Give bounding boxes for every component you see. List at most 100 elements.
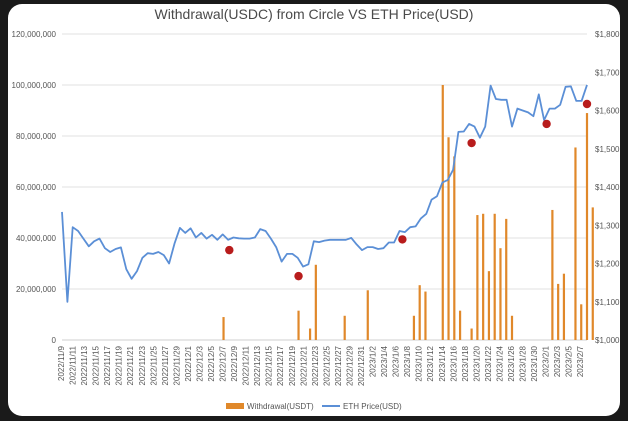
x-tick-label: 2022/11/11 [69, 345, 78, 384]
y-right-tick-label: $1,700 [595, 68, 620, 77]
x-tick-label: 2023/1/6 [392, 345, 401, 377]
highlight-marker [398, 235, 407, 244]
x-tick-label: 2022/11/19 [115, 345, 124, 385]
withdrawal-bar [591, 207, 594, 340]
withdrawal-bar [308, 328, 312, 340]
x-tick-label: 2022/12/5 [207, 345, 216, 381]
x-tick-label: 2023/2/1 [542, 345, 551, 377]
y-left-tick-label: 40,000,000 [16, 234, 57, 243]
withdrawal-bar [487, 271, 491, 340]
x-tick-label: 2022/11/9 [57, 345, 66, 381]
eth-price-polyline [61, 84, 588, 303]
withdrawal-bar [580, 304, 583, 340]
withdrawal-bar [297, 310, 300, 340]
x-tick-label: 2023/1/14 [438, 345, 447, 381]
legend-label-eth: ETH Price(USD) [343, 402, 402, 411]
highlight-marker [582, 99, 592, 109]
withdrawal-bar [470, 328, 473, 340]
y-left-tick-label: 120,000,000 [12, 30, 57, 39]
withdrawal-bar [585, 113, 589, 340]
x-tick-label: 2022/11/15 [92, 345, 101, 385]
x-tick-label: 2022/12/13 [253, 345, 262, 386]
withdrawal-bar [574, 147, 577, 340]
x-tick-label: 2022/12/17 [276, 345, 285, 386]
x-tick-label: 2023/1/30 [530, 345, 539, 381]
y-right-tick-label: $1,100 [595, 298, 620, 307]
y-left-tick-label: 0 [52, 336, 57, 345]
x-tick-label: 2023/2/5 [565, 345, 574, 377]
gridlines [62, 33, 587, 341]
x-tick-label: 2022/11/29 [172, 345, 181, 385]
x-tick-label: 2023/1/26 [507, 345, 516, 381]
highlight-markers [225, 99, 592, 281]
withdrawal-bar [499, 248, 502, 340]
highlight-marker [294, 271, 303, 281]
x-tick-label: 2022/12/25 [322, 345, 331, 386]
withdrawal-bar [441, 85, 444, 340]
x-tick-label: 2023/1/4 [380, 345, 389, 377]
y-right-tick-label: $1,600 [595, 107, 620, 116]
x-tick-label: 2022/12/9 [230, 345, 239, 381]
x-tick-label: 2022/11/23 [138, 345, 147, 385]
x-tick-label: 2023/1/18 [461, 345, 470, 381]
y-left-tick-label: 60,000,000 [16, 183, 57, 192]
x-tick-label: 2023/1/2 [369, 345, 378, 377]
x-tick-label: 2023/1/8 [403, 345, 412, 377]
x-tick-label: 2022/12/29 [345, 345, 354, 386]
y-left-tick-label: 80,000,000 [16, 132, 57, 141]
legend-swatch-withdrawal [226, 403, 244, 409]
withdrawal-bar [482, 213, 485, 340]
withdrawal-bar [453, 156, 456, 340]
y-right-tick-label: $1,000 [595, 336, 620, 345]
withdrawal-bar [343, 315, 346, 340]
x-tick-label: 2022/12/7 [219, 345, 228, 381]
withdrawal-bars [222, 85, 594, 340]
x-tick-label: 2022/12/15 [265, 345, 274, 386]
x-tick-label: 2023/1/24 [495, 345, 504, 381]
withdrawal-bar [447, 137, 450, 340]
x-tick-label: 2022/12/3 [195, 345, 204, 381]
withdrawal-bar [418, 285, 421, 340]
legend: Withdrawal(USDT) ETH Price(USD) [226, 402, 402, 411]
legend-label-withdrawal: Withdrawal(USDT) [247, 402, 314, 411]
withdrawal-bar [551, 209, 554, 340]
withdrawal-bar [476, 215, 479, 340]
x-tick-label: 2023/2/7 [576, 345, 585, 377]
x-tick-label: 2023/2/3 [553, 345, 562, 377]
withdrawal-bar [493, 213, 496, 340]
x-tick-label: 2022/12/11 [242, 345, 251, 385]
x-tick-label: 2022/12/23 [311, 345, 320, 386]
eth-price-line [61, 84, 588, 303]
chart-title: Withdrawal(USDC) from Circle VS ETH Pric… [155, 6, 474, 22]
left-axis-ticks: 0 20,000,000 40,000,000 60,000,000 80,000,00… [12, 30, 57, 345]
withdrawal-bar [510, 315, 514, 340]
x-axis-ticks: 2022/11/9 2022/11/11 2022/11/13 2022/11/15 2… [57, 345, 585, 386]
withdrawal-bar [505, 218, 508, 340]
withdrawal-bar [458, 310, 462, 340]
y-right-tick-label: $1,500 [595, 145, 620, 154]
withdrawal-bar [424, 291, 427, 340]
x-tick-label: 2022/12/19 [288, 345, 297, 386]
y-right-tick-label: $1,800 [595, 30, 620, 39]
y-left-tick-label: 100,000,000 [12, 81, 57, 90]
x-tick-label: 2022/11/13 [80, 345, 89, 385]
x-tick-label: 2023/1/12 [426, 345, 435, 381]
x-tick-label: 2023/1/16 [449, 345, 458, 381]
x-tick-label: 2023/1/28 [519, 345, 528, 381]
y-right-tick-label: $1,400 [595, 183, 620, 192]
withdrawal-bar [366, 290, 369, 340]
chart-card [8, 4, 620, 416]
x-tick-label: 2022/12/31 [357, 345, 366, 386]
withdrawal-bar [557, 283, 560, 340]
x-tick-label: 2022/11/27 [161, 345, 170, 385]
right-axis-ticks: $1,000 $1,100 $1,200 $1,300 $1,400 $1,500 $1,6… [595, 30, 620, 345]
x-tick-label: 2022/11/21 [126, 345, 135, 385]
y-right-tick-label: $1,300 [595, 221, 620, 230]
highlight-marker [542, 119, 551, 129]
highlight-marker [225, 245, 234, 255]
x-tick-label: 2022/11/17 [103, 345, 112, 385]
y-left-tick-label: 20,000,000 [16, 285, 57, 294]
x-tick-label: 2023/1/10 [415, 345, 424, 381]
y-right-tick-label: $1,200 [595, 260, 620, 269]
